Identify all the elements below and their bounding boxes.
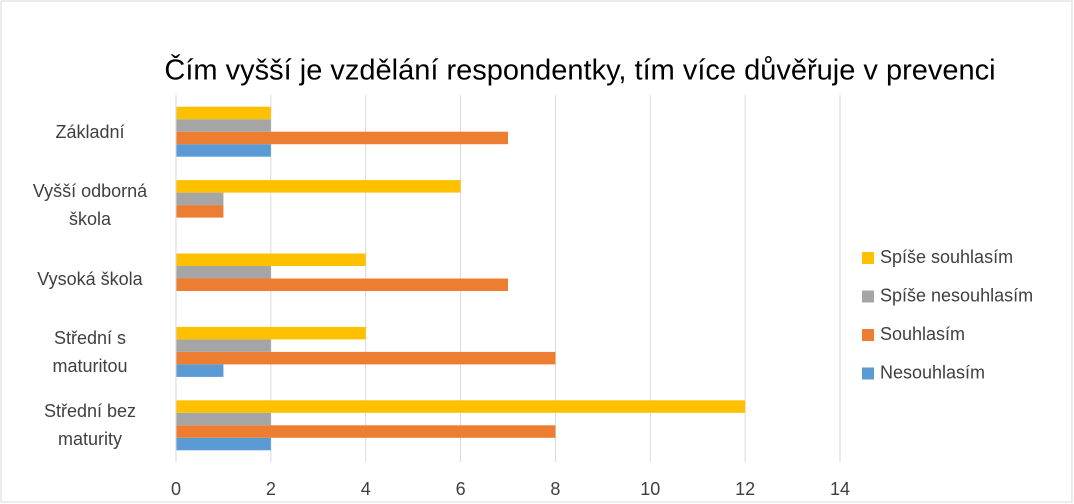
x-tick-label: 4: [361, 479, 371, 499]
bar: [176, 192, 224, 206]
x-tick-label: 10: [640, 479, 660, 499]
legend-swatch: [862, 290, 874, 303]
bar: [176, 364, 224, 377]
legend-swatch: [862, 252, 874, 264]
x-tick-label: 0: [171, 479, 181, 499]
bar: [176, 180, 461, 193]
y-tick-label: Vyšší odborná škola: [32, 181, 148, 230]
bar: [176, 266, 271, 279]
y-tick-label: Základní: [55, 121, 125, 142]
bar: [176, 351, 556, 365]
bar: [176, 412, 271, 426]
x-tick-label: 14: [830, 479, 850, 499]
bar: [176, 326, 366, 340]
x-tick-label: 8: [550, 479, 560, 499]
legend-swatch: [862, 329, 874, 341]
x-tick-label: 2: [266, 479, 276, 499]
bar: [176, 278, 508, 291]
bar: [176, 425, 556, 438]
y-tick-label: Střední s maturitou: [52, 327, 128, 376]
bar: [176, 131, 508, 145]
x-tick-label: 12: [735, 479, 755, 499]
chart-title: Čím vyšší je vzdělání respondentky, tím …: [164, 53, 995, 87]
bar: [176, 106, 271, 120]
x-tick-label: 6: [456, 479, 466, 499]
legend-swatch: [862, 367, 874, 380]
y-tick-label: Vysoká škola: [37, 268, 143, 289]
legend-label: Nesouhlasím: [880, 362, 985, 382]
y-tick-label: Střední bez maturity: [43, 401, 137, 450]
bar: [176, 437, 271, 451]
bar: [176, 400, 746, 413]
bar: [176, 253, 366, 266]
bar: [176, 339, 271, 352]
bar: [176, 144, 271, 157]
legend-label: Souhlasím: [880, 324, 965, 344]
legend-label: Spíše souhlasím: [880, 247, 1013, 267]
legend-label: Spíše nesouhlasím: [880, 285, 1033, 305]
bar: [176, 119, 271, 132]
bar: [176, 205, 224, 218]
